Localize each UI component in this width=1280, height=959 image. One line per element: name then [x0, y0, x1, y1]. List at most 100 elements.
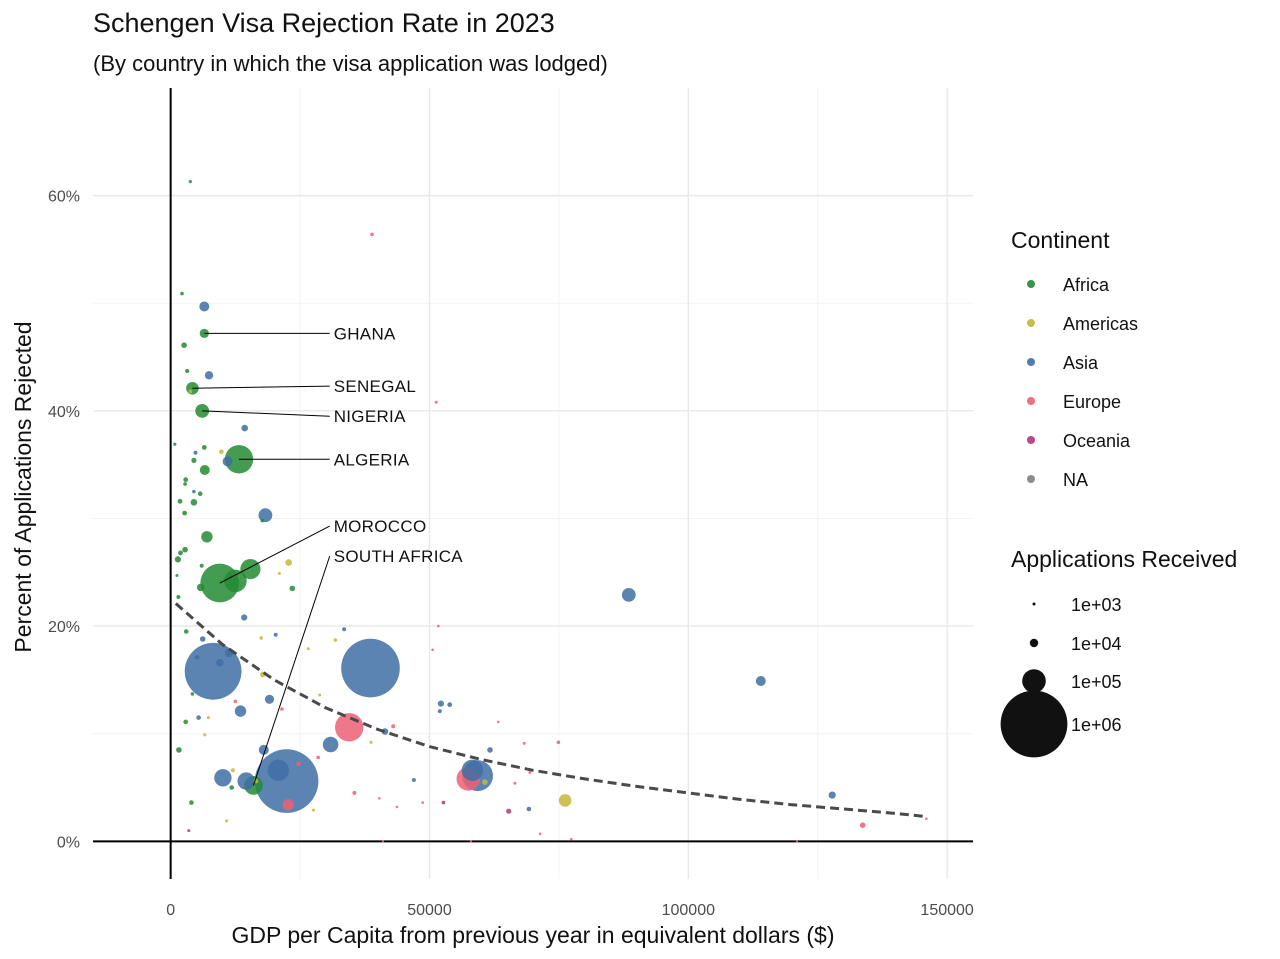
data-point	[296, 761, 301, 767]
data-point	[240, 559, 261, 580]
legend-swatch	[1027, 358, 1035, 366]
data-point	[378, 797, 381, 800]
data-point	[216, 658, 224, 667]
legend-label: NA	[1063, 470, 1088, 490]
x-tick-label: 100000	[662, 902, 715, 919]
data-point	[233, 699, 238, 704]
data-point	[370, 232, 374, 237]
annotation-label: GHANA	[334, 324, 396, 343]
data-point	[285, 559, 293, 566]
data-point	[437, 700, 444, 707]
data-point	[182, 546, 188, 553]
data-point	[487, 747, 493, 753]
data-point	[190, 692, 195, 696]
data-point	[174, 556, 181, 563]
y-axis-ticks: 0% 20% 40% 60%	[48, 189, 80, 852]
data-point	[178, 550, 183, 556]
y-axis-title: Percent of Applications Rejected	[10, 321, 36, 652]
data-point	[306, 647, 310, 651]
annotation-label: NIGERIA	[334, 407, 406, 426]
legend-swatch	[1027, 280, 1035, 288]
data-point	[176, 595, 181, 599]
data-point	[277, 571, 281, 575]
data-point	[196, 715, 201, 720]
trend-line-path	[174, 602, 927, 819]
data-point	[526, 806, 532, 812]
size-legend-label: 1e+03	[1071, 595, 1122, 615]
data-point	[258, 508, 273, 523]
legend-swatch	[1027, 397, 1035, 405]
annotation-label: ALGERIA	[334, 450, 410, 469]
size-legend-swatch	[1029, 638, 1039, 648]
data-point	[175, 574, 179, 577]
data-point	[506, 808, 512, 814]
size-legend-swatch	[1022, 669, 1046, 693]
data-point	[391, 724, 396, 729]
data-point	[497, 720, 500, 724]
data-point	[755, 676, 766, 686]
data-point	[280, 707, 284, 711]
continent-legend: Continent Africa Americas Asia Europe Oceani…	[1011, 227, 1138, 490]
data-point	[182, 510, 188, 516]
size-legend-title: Applications Received	[1011, 546, 1237, 572]
data-point	[264, 694, 275, 704]
data-point	[201, 445, 207, 450]
legend-label: Africa	[1063, 275, 1110, 295]
data-point	[188, 389, 193, 394]
data-point	[556, 740, 561, 745]
data-point	[352, 790, 357, 795]
data-point	[437, 709, 442, 714]
data-point	[199, 636, 206, 642]
annotation-label: SENEGAL	[334, 377, 416, 396]
data-point	[230, 768, 235, 773]
data-point	[316, 755, 321, 760]
data-point	[201, 531, 213, 543]
size-legend-label: 1e+04	[1071, 634, 1122, 654]
data-point	[381, 840, 385, 843]
data-points	[173, 180, 928, 843]
data-point	[437, 624, 440, 628]
data-point	[421, 801, 425, 804]
data-point	[558, 794, 572, 807]
data-point	[214, 769, 232, 787]
data-point	[190, 499, 198, 506]
data-point	[185, 368, 190, 374]
size-legend-label: 1e+06	[1071, 715, 1122, 735]
data-point	[795, 840, 799, 843]
data-point	[434, 400, 438, 404]
data-point	[222, 456, 233, 467]
data-point	[447, 702, 453, 708]
annotation-leader-line	[219, 525, 330, 584]
data-point	[538, 832, 542, 836]
data-point	[196, 583, 205, 592]
data-point	[183, 629, 189, 634]
chart-subtitle: (By country in which the visa applicatio…	[93, 51, 608, 76]
data-point	[181, 342, 187, 349]
data-point	[199, 465, 210, 475]
data-point	[241, 424, 248, 432]
annotation-leader-line	[202, 410, 330, 417]
data-point	[199, 563, 204, 568]
annotation-label: SOUTH AFRICA	[334, 547, 464, 566]
data-point	[621, 588, 636, 602]
data-point	[289, 585, 296, 592]
data-point	[369, 740, 373, 744]
data-point	[191, 457, 197, 463]
x-axis-title: GDP per Capita from previous year in equ…	[232, 922, 835, 948]
legend-swatch	[1027, 319, 1035, 327]
data-point	[461, 759, 484, 781]
legend-label: Asia	[1063, 353, 1099, 373]
data-point	[335, 713, 364, 742]
annotation-label: MOROCCO	[334, 517, 427, 536]
data-point	[570, 837, 573, 841]
data-point	[195, 404, 210, 418]
continent-legend-title: Continent	[1011, 227, 1110, 253]
x-axis-ticks: 0 50000 100000 150000	[166, 902, 974, 919]
data-point	[192, 489, 196, 494]
y-tick-label: 20%	[48, 619, 80, 636]
data-point	[260, 518, 265, 523]
y-tick-label: 40%	[48, 404, 80, 421]
data-point	[183, 477, 189, 483]
annotation-leader-line	[252, 555, 331, 786]
